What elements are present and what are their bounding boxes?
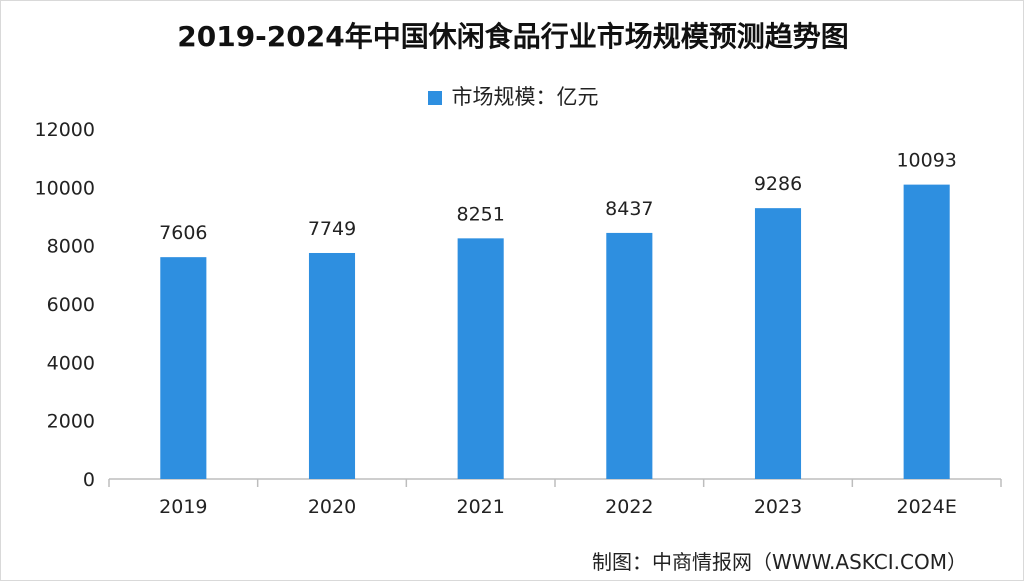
bar bbox=[754, 208, 802, 480]
y-tick-label: 2000 bbox=[47, 411, 95, 433]
data-label: 9286 bbox=[754, 173, 802, 195]
y-tick-label: 12000 bbox=[35, 119, 95, 141]
x-tick-label: 2023 bbox=[754, 496, 802, 518]
bar bbox=[457, 238, 504, 479]
y-tick-label: 8000 bbox=[47, 236, 95, 258]
x-tick-label: 2024E bbox=[896, 496, 956, 518]
y-tick-label: 0 bbox=[83, 469, 95, 491]
x-tick-label: 2022 bbox=[605, 496, 653, 518]
x-axis: 2019 2020 2021 2022 2023 2024E bbox=[108, 478, 1002, 518]
data-label: 7606 bbox=[159, 222, 207, 244]
x-tick-label: 2019 bbox=[159, 496, 207, 518]
bar bbox=[308, 252, 356, 479]
data-label: 10093 bbox=[896, 150, 956, 172]
data-label: 8251 bbox=[456, 203, 504, 225]
legend-label: 市场规模：亿元 bbox=[451, 85, 599, 109]
x-tick-label: 2020 bbox=[308, 496, 356, 518]
bar bbox=[160, 257, 207, 479]
y-tick-label: 6000 bbox=[47, 294, 95, 316]
x-tick-label: 2021 bbox=[456, 496, 504, 518]
data-label: 7749 bbox=[308, 218, 356, 240]
chart-title: 2019-2024年中国休闲食品行业市场规模预测趋势图 bbox=[177, 20, 849, 53]
y-axis: 0 2000 4000 6000 8000 10000 12000 bbox=[35, 119, 95, 491]
source-note: 制图：中商情报网（WWW.ASKCI.COM） bbox=[592, 550, 967, 574]
y-tick-label: 10000 bbox=[35, 177, 95, 199]
bar bbox=[606, 232, 653, 479]
y-tick-label: 4000 bbox=[47, 352, 95, 374]
bars bbox=[160, 184, 950, 480]
legend-swatch bbox=[427, 91, 442, 105]
bar bbox=[903, 184, 950, 479]
data-label: 8437 bbox=[605, 198, 653, 220]
legend: 市场规模：亿元 bbox=[1, 81, 1024, 111]
data-labels: 7606 7749 8251 8437 9286 10093 bbox=[159, 150, 957, 245]
